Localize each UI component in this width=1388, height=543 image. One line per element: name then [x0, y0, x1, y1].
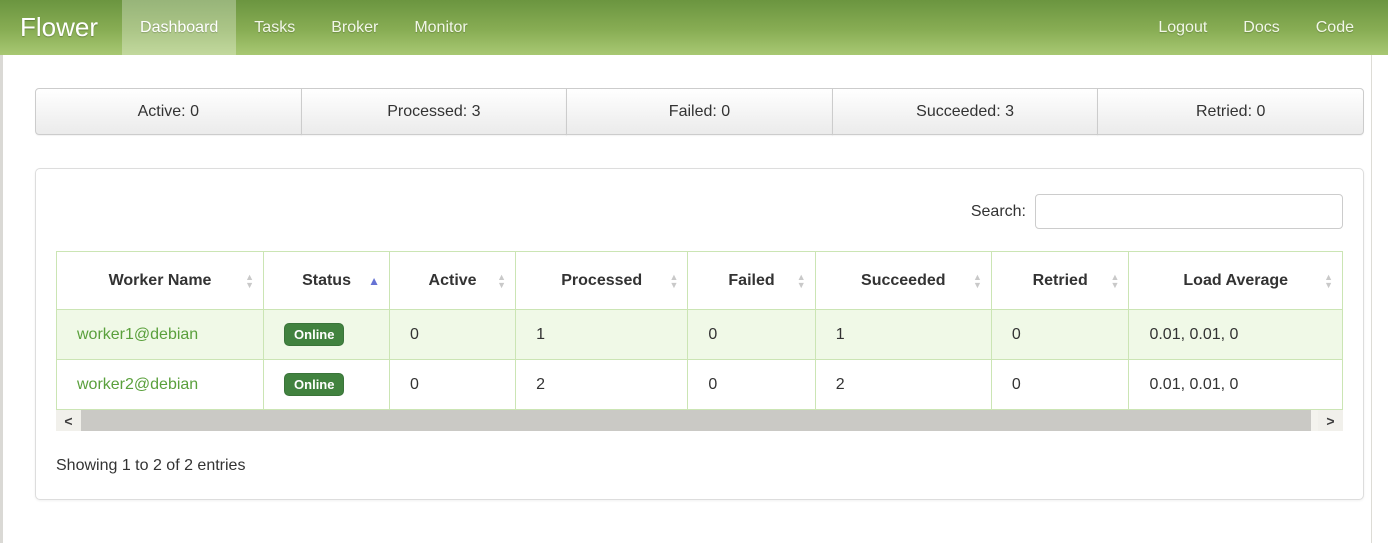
stat-processed[interactable]: Processed: 3: [300, 88, 568, 135]
cell-active: 0: [389, 309, 517, 360]
nav-item-docs[interactable]: Docs: [1243, 18, 1280, 36]
cell-load-average: 0.01, 0.01, 0: [1128, 309, 1343, 360]
sort-both-icon: ▲ ▼: [972, 271, 982, 290]
cell-failed: 0: [687, 309, 816, 360]
nav-item-tasks[interactable]: Tasks: [254, 18, 296, 36]
scroll-left-arrow-icon[interactable]: <: [56, 410, 81, 431]
sort-both-icon: ▲ ▼: [245, 271, 255, 290]
worker-link[interactable]: worker2@debian: [77, 375, 199, 393]
status-badge: Online: [284, 373, 345, 396]
search-row: Search:: [56, 194, 1343, 229]
table-row-worker2: worker2@debian Online 0 2 0 2 0 0.01, 0.…: [55, 359, 1343, 410]
nav-item-dashboard[interactable]: Dashboard: [122, 0, 237, 55]
nav-item-broker[interactable]: Broker: [331, 18, 379, 36]
search-input[interactable]: [1035, 194, 1343, 229]
column-header-load-average[interactable]: Load Average ▲ ▼: [1128, 251, 1343, 310]
column-header-status[interactable]: Status ▲: [263, 251, 391, 310]
sort-both-icon: ▲ ▼: [669, 271, 679, 290]
cell-failed: 0: [687, 359, 816, 410]
cell-retried: 0: [990, 359, 1130, 410]
sort-both-icon: ▲ ▼: [796, 271, 806, 290]
cell-active: 0: [389, 359, 517, 410]
table-row-worker1: worker1@debian Online 0 1 0 1 0 0.01, 0.…: [55, 309, 1343, 360]
window-edge-right: [1371, 55, 1372, 543]
cell-succeeded: 2: [814, 359, 992, 410]
table-info-text: Showing 1 to 2 of 2 entries: [56, 457, 246, 474]
column-label: Status: [302, 271, 351, 289]
stats-summary-bar: Active: 0 Processed: 3 Failed: 0 Succeed…: [35, 88, 1364, 135]
cell-retried: 0: [990, 309, 1130, 360]
status-badge: Online: [284, 323, 345, 346]
scrollbar-thumb[interactable]: [81, 410, 1311, 431]
sort-asc-icon: ▲: [368, 273, 381, 288]
nav-item-monitor[interactable]: Monitor: [414, 18, 468, 36]
horizontal-scrollbar[interactable]: < >: [56, 410, 1343, 431]
navbar-right-menu: Logout Docs Code: [1140, 0, 1372, 55]
search-label: Search:: [970, 202, 1026, 220]
column-header-failed[interactable]: Failed ▲ ▼: [687, 251, 816, 310]
column-header-retried[interactable]: Retried ▲ ▼: [990, 251, 1130, 310]
column-label: Processed: [561, 271, 643, 289]
brand-flower[interactable]: Flower: [20, 12, 99, 42]
cell-status: Online: [263, 309, 391, 360]
cell-succeeded: 1: [814, 309, 992, 360]
column-header-succeeded[interactable]: Succeeded ▲ ▼: [814, 251, 992, 310]
column-header-worker-name[interactable]: Worker Name ▲ ▼: [55, 251, 265, 310]
workers-table-wrap: Worker Name ▲ ▼ Status ▲ Active: [55, 251, 1343, 431]
column-label: Retried: [1032, 271, 1088, 289]
sort-both-icon: ▲ ▼: [497, 271, 507, 290]
stat-retried[interactable]: Retried: 0: [1097, 88, 1364, 135]
workers-table: Worker Name ▲ ▼ Status ▲ Active: [55, 251, 1343, 410]
cell-processed: 2: [515, 359, 689, 410]
cell-load-average: 0.01, 0.01, 0: [1128, 359, 1343, 410]
cell-worker-name: worker2@debian: [55, 359, 265, 410]
workers-panel: Search: Worker Name ▲ ▼ Status: [35, 168, 1364, 500]
column-label: Succeeded: [861, 271, 946, 289]
cell-worker-name: worker1@debian: [55, 309, 265, 360]
cell-status: Online: [263, 359, 391, 410]
sort-both-icon: ▲ ▼: [1324, 271, 1333, 290]
stat-succeeded[interactable]: Succeeded: 3: [831, 88, 1099, 135]
sort-both-icon: ▲ ▼: [1110, 271, 1120, 290]
nav-item-logout[interactable]: Logout: [1158, 18, 1208, 36]
stat-failed[interactable]: Failed: 0: [566, 88, 833, 135]
column-label: Active: [428, 271, 477, 289]
table-header-row: Worker Name ▲ ▼ Status ▲ Active: [55, 251, 1343, 310]
column-label: Load Average: [1183, 271, 1289, 289]
column-label: Failed: [728, 271, 775, 289]
column-header-active[interactable]: Active ▲ ▼: [389, 251, 517, 310]
cell-processed: 1: [515, 309, 689, 360]
scroll-right-arrow-icon[interactable]: >: [1318, 410, 1343, 431]
window-edge-left: [0, 55, 3, 543]
column-header-processed[interactable]: Processed ▲ ▼: [515, 251, 689, 310]
navbar: Flower Dashboard Tasks Broker Monitor Lo…: [0, 0, 1388, 55]
navbar-menu: Dashboard Tasks Broker Monitor: [122, 0, 486, 55]
column-label: Worker Name: [108, 271, 212, 289]
worker-link[interactable]: worker1@debian: [77, 325, 199, 343]
stat-active[interactable]: Active: 0: [35, 88, 302, 135]
nav-item-code[interactable]: Code: [1315, 18, 1354, 36]
